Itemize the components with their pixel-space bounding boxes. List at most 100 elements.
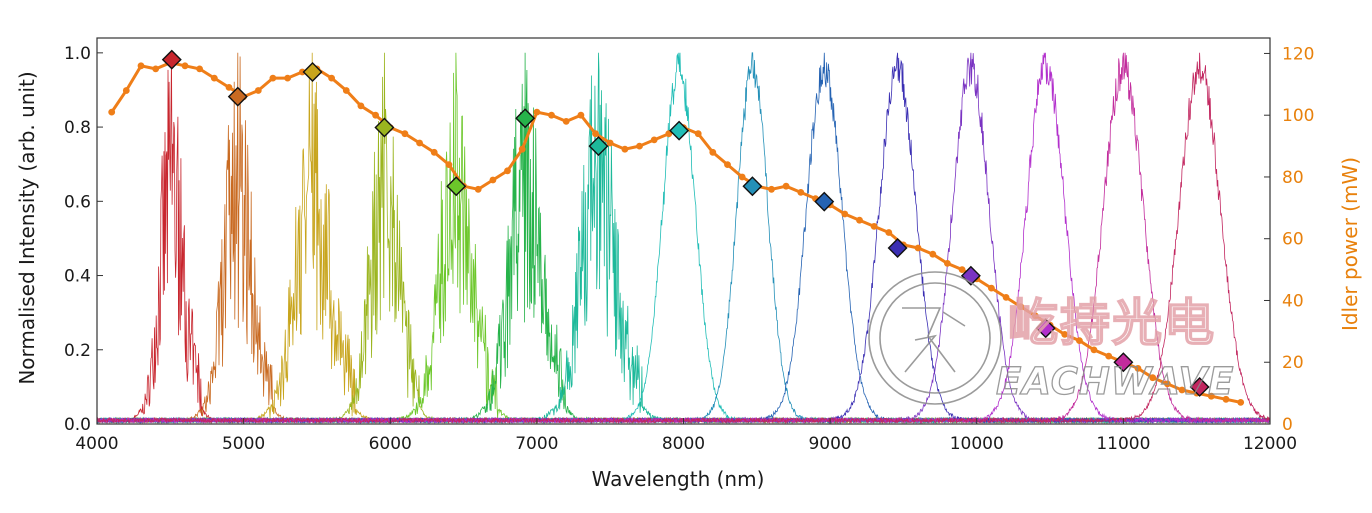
idler-power-point bbox=[1164, 380, 1171, 388]
power-marker-diamond bbox=[588, 136, 609, 157]
power-marker-diamond bbox=[887, 237, 908, 258]
idler-power-point bbox=[269, 74, 277, 82]
idler-power-point bbox=[445, 161, 453, 169]
idler-power-point bbox=[1105, 352, 1113, 360]
idler-power-point bbox=[1017, 303, 1025, 311]
idler-power-point bbox=[621, 145, 629, 153]
power-marker-diamond bbox=[446, 176, 467, 197]
idler-power-point bbox=[914, 244, 922, 252]
watermark: 屹持光电 EACHWAVE bbox=[868, 271, 1234, 405]
power-marker-diamond bbox=[302, 61, 323, 82]
idler-power-point bbox=[416, 139, 423, 147]
x-tick-label: 5000 bbox=[222, 434, 265, 454]
idler-power-point bbox=[1237, 399, 1245, 406]
idler-power-point bbox=[548, 111, 555, 119]
x-tick-label: 12000 bbox=[1243, 434, 1297, 454]
idler-power-point bbox=[1090, 346, 1098, 354]
x-tick-label: 6000 bbox=[369, 434, 412, 454]
idler-power-point bbox=[357, 102, 365, 110]
idler-power-point bbox=[1076, 337, 1083, 344]
idler-power-point bbox=[489, 176, 497, 184]
y-tick-label: 0.2 bbox=[64, 341, 91, 361]
idler-power-point bbox=[870, 223, 878, 230]
power-markers-group bbox=[161, 49, 1210, 397]
power-marker-diamond bbox=[161, 49, 182, 70]
idler-power-point bbox=[606, 139, 614, 147]
y-tick-label: 1.0 bbox=[64, 44, 91, 64]
idler-power-point bbox=[1222, 395, 1230, 403]
idler-power-point bbox=[328, 74, 335, 82]
idler-power-point bbox=[225, 84, 233, 91]
idler-power-point bbox=[504, 167, 511, 175]
idler-power-point bbox=[768, 185, 775, 193]
x-tick-label: 10000 bbox=[950, 434, 1004, 454]
y-right-tick-label: 0 bbox=[1282, 415, 1293, 435]
idler-power-point bbox=[254, 87, 262, 94]
y-right-tick-label: 120 bbox=[1282, 44, 1314, 64]
idler-power-point bbox=[284, 74, 291, 82]
y-tick-label: 0.0 bbox=[64, 415, 91, 435]
idler-power-point bbox=[533, 108, 541, 116]
power-marker-diamond bbox=[227, 86, 248, 107]
idler-power-point bbox=[636, 142, 643, 150]
idler-power-point bbox=[196, 65, 204, 73]
idler-power-point bbox=[298, 68, 306, 76]
idler-power-point bbox=[797, 189, 805, 196]
idler-power-point bbox=[724, 161, 731, 169]
y-axis-right: 0 20 40 60 80 100 120 bbox=[1264, 44, 1314, 435]
idler-power-point bbox=[650, 136, 658, 144]
y-axis-right-title: Idler power (mW) bbox=[1338, 157, 1362, 331]
power-series-group bbox=[108, 59, 1245, 406]
idler-power-point bbox=[841, 210, 849, 218]
idler-power-point bbox=[709, 148, 717, 156]
idler-power-point bbox=[372, 111, 379, 119]
idler-power-point bbox=[152, 65, 160, 73]
y-right-tick-label: 20 bbox=[1282, 353, 1304, 373]
idler-power-point bbox=[518, 145, 526, 153]
idler-power-point bbox=[577, 111, 585, 119]
x-tick-label: 4000 bbox=[75, 434, 118, 454]
power-marker-diamond bbox=[374, 117, 395, 138]
power-marker-diamond bbox=[814, 191, 835, 212]
idler-power-point bbox=[474, 185, 482, 193]
power-marker-diamond bbox=[515, 108, 536, 129]
idler-power-point bbox=[430, 148, 438, 156]
idler-power-point bbox=[885, 229, 893, 236]
y-right-tick-label: 100 bbox=[1282, 106, 1314, 126]
idler-power-point bbox=[782, 182, 790, 190]
idler-power-point bbox=[1002, 294, 1010, 301]
y-right-tick-label: 80 bbox=[1282, 168, 1304, 188]
y-right-tick-label: 40 bbox=[1282, 291, 1304, 311]
idler-power-point bbox=[944, 260, 951, 267]
x-axis-title: Wavelength (nm) bbox=[592, 467, 765, 491]
idler-power-point bbox=[929, 250, 937, 258]
idler-power-point bbox=[137, 62, 145, 70]
idler-power-point bbox=[958, 266, 966, 273]
idler-power-point bbox=[401, 130, 409, 138]
idler-power-point bbox=[592, 130, 599, 138]
y-tick-label: 0.6 bbox=[64, 192, 91, 212]
idler-power-point bbox=[1061, 331, 1069, 338]
y-tick-label: 0.4 bbox=[64, 267, 91, 287]
idler-power-point bbox=[1178, 386, 1186, 394]
power-marker-diamond bbox=[669, 120, 690, 141]
power-marker-diamond bbox=[1113, 352, 1134, 373]
y-axis-left-title: Normalised Intensity (arb. unit) bbox=[15, 71, 39, 384]
idler-power-point bbox=[342, 87, 350, 94]
x-tick-label: 7000 bbox=[515, 434, 558, 454]
x-tick-label: 11000 bbox=[1096, 434, 1150, 454]
watermark-english: EACHWAVE bbox=[996, 360, 1234, 403]
power-marker-diamond bbox=[1189, 376, 1210, 397]
idler-power-point bbox=[562, 118, 570, 125]
idler-power-point bbox=[738, 173, 746, 181]
idler-power-point bbox=[988, 284, 995, 292]
watermark-chinese: 屹持光电 bbox=[1008, 294, 1216, 352]
x-tick-label: 8000 bbox=[662, 434, 705, 454]
y-tick-label: 0.8 bbox=[64, 118, 91, 138]
power-marker-diamond bbox=[1035, 318, 1056, 339]
idler-power-point bbox=[856, 216, 863, 224]
idler-power-point bbox=[694, 130, 702, 138]
y-right-tick-label: 60 bbox=[1282, 230, 1304, 250]
idler-power-point bbox=[122, 87, 130, 94]
